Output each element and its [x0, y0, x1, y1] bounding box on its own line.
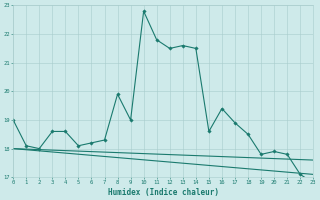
- X-axis label: Humidex (Indice chaleur): Humidex (Indice chaleur): [108, 188, 219, 197]
